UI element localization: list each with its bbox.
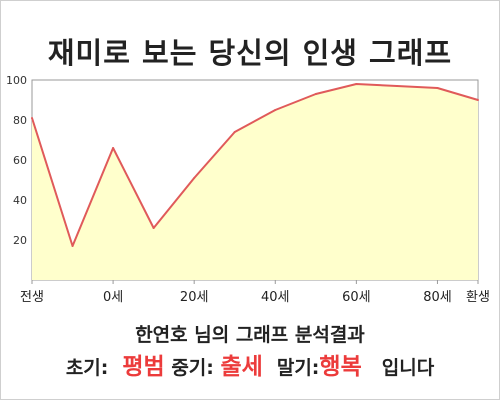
data-point	[31, 117, 33, 119]
late-value: 행복	[319, 354, 362, 380]
y-tick-label: 60	[13, 154, 27, 167]
mid-value: 출세	[220, 354, 263, 380]
data-point	[112, 147, 115, 149]
data-point	[233, 131, 236, 133]
x-tick-label: 60세	[342, 290, 371, 305]
data-point	[193, 177, 196, 179]
data-point	[274, 109, 277, 111]
data-point	[436, 87, 439, 89]
x-tick-label: 20세	[180, 290, 209, 305]
data-point	[152, 227, 155, 229]
x-tick-label: 80세	[423, 290, 452, 305]
x-axis: 전생0세20세40세60세80세100세환생	[20, 280, 490, 305]
early-label: 초기:	[65, 357, 109, 379]
x-tick-label: 0세	[103, 290, 123, 305]
data-point	[477, 99, 479, 101]
data-point	[71, 245, 74, 247]
y-axis: 20 40 60 80 100	[6, 74, 27, 247]
result-summary: 초기: 평범 중기: 출세 말기:행복 입니다	[0, 347, 500, 381]
ending-text: 입니다	[381, 357, 435, 379]
life-series	[31, 83, 479, 280]
mid-label: 중기:	[171, 357, 214, 379]
series-line	[31, 83, 479, 247]
early-value: 평범	[122, 354, 165, 380]
data-point	[395, 85, 398, 87]
data-point	[355, 83, 358, 85]
x-tick-label: 환생	[466, 290, 490, 305]
result-heading: 한연호 님의 그래프 분석결과	[135, 324, 365, 346]
y-tick-label: 20	[13, 234, 27, 247]
x-tick-label: 전생	[20, 290, 44, 305]
page-title: 재미로 보는 당신의 인생 그래프	[47, 36, 453, 70]
y-tick-label: 100	[6, 74, 27, 87]
area-fill	[32, 84, 478, 280]
y-tick-label: 80	[13, 114, 27, 127]
y-tick-label: 40	[13, 194, 27, 207]
late-label: 말기:	[276, 357, 320, 379]
x-tick-label: 40세	[261, 290, 290, 305]
data-point	[314, 93, 317, 95]
